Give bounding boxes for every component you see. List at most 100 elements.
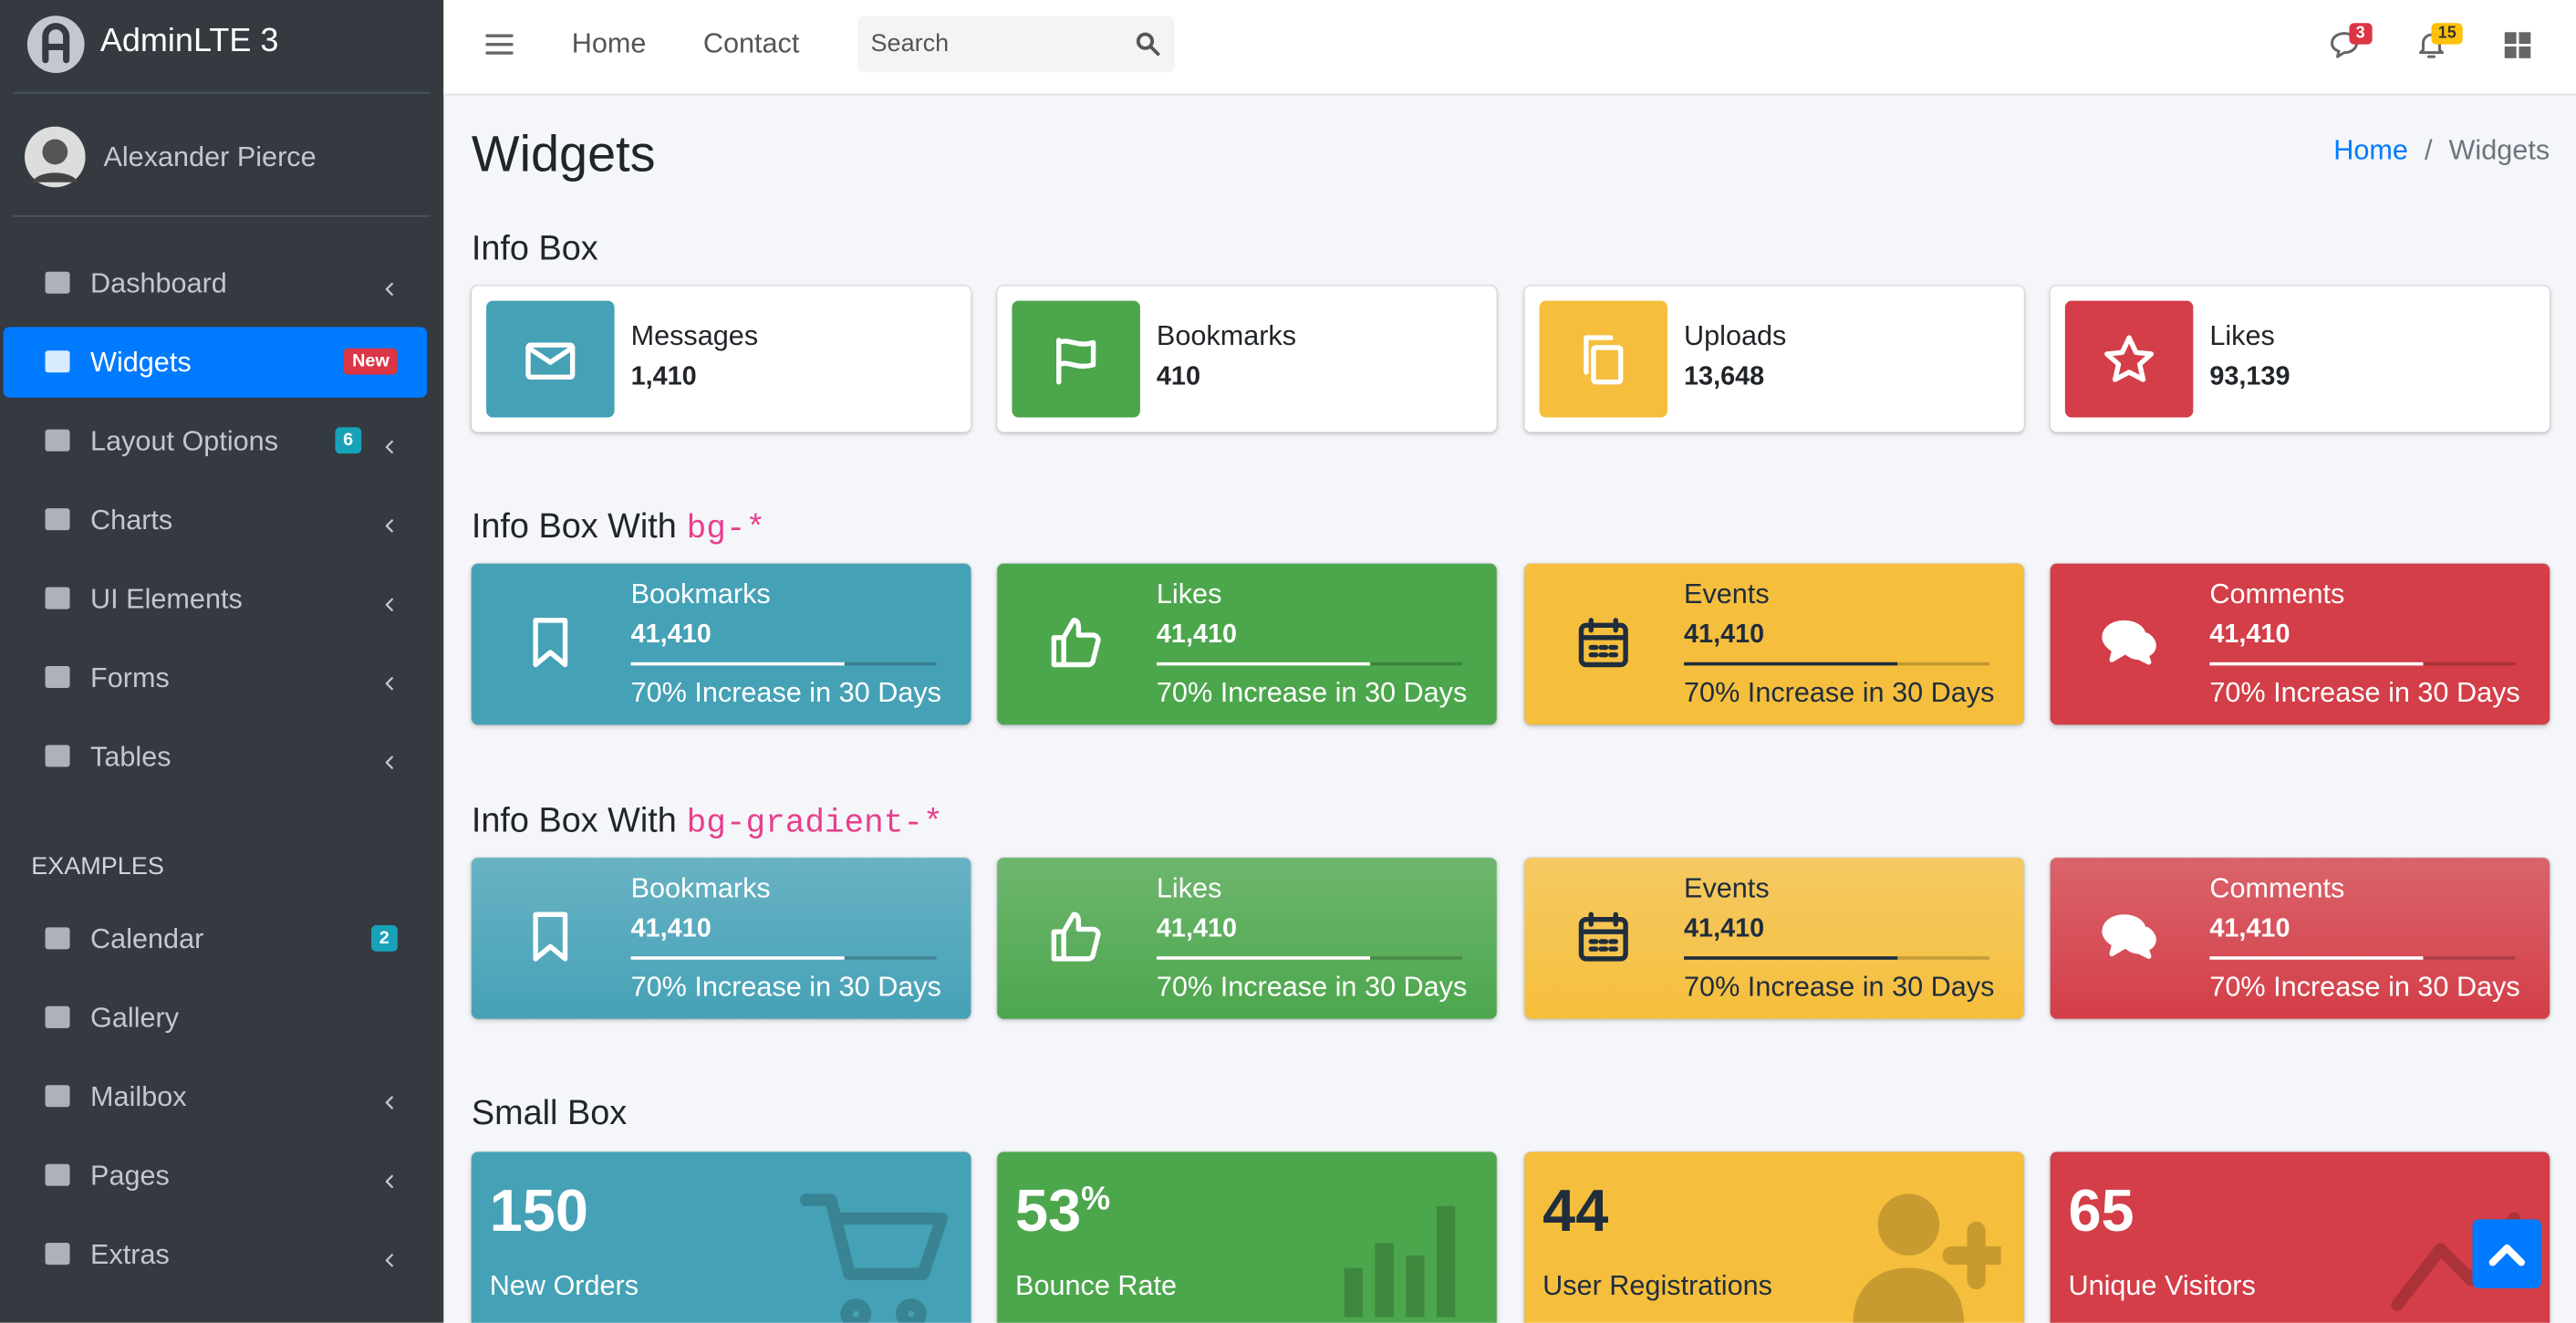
section-title-text: Info Box <box>471 230 598 268</box>
info-box: Bookmarks 41,410 70% Increase in 30 Days <box>471 563 971 725</box>
nav-icon <box>41 345 74 378</box>
small-box: 53% Bounce Rate <box>997 1151 1497 1323</box>
small-box-number: 44 <box>1542 1177 1608 1246</box>
nav-label: Mailbox <box>90 1081 187 1113</box>
nav-item[interactable]: Forms <box>4 642 428 713</box>
nav-icon <box>41 1001 74 1034</box>
scroll-top[interactable] <box>2472 1219 2542 1288</box>
info-box-text: Uploads <box>1684 320 1787 352</box>
messages-badge[interactable]: 3 <box>2349 23 2372 45</box>
top-link[interactable]: Contact <box>702 27 800 59</box>
info-box-number: 41,410 <box>2209 620 2290 650</box>
search-box[interactable]: Search <box>857 16 1175 73</box>
small-box-icon <box>1325 1182 1473 1323</box>
progress-track <box>2209 956 2516 960</box>
nav-icon <box>41 582 74 615</box>
info-box-number: 41,410 <box>2209 915 2290 943</box>
nav-item[interactable]: Calendar 2 <box>4 904 428 974</box>
progress-bar <box>1684 956 1898 960</box>
nav-icon <box>41 1237 74 1270</box>
nav-icon <box>41 739 74 772</box>
brand-text: AdminLTE 3 <box>99 23 279 59</box>
info-box-icon <box>2064 300 2194 418</box>
info-box-text: Bookmarks <box>630 578 771 610</box>
info-box-icon <box>1046 907 1106 966</box>
nav-item[interactable]: Widgets New <box>3 327 428 398</box>
small-box-value: 44 <box>1542 1176 1609 1245</box>
progress-bar <box>2209 956 2424 960</box>
top-link[interactable]: Home <box>571 27 647 59</box>
divider <box>13 214 431 217</box>
info-box-number: 41,410 <box>630 620 712 650</box>
small-box-value: 65 <box>2068 1176 2135 1245</box>
nav-item[interactable]: Dashboard <box>4 248 428 318</box>
info-box-number: 13,648 <box>1684 363 1765 391</box>
progress-description: 70% Increase in 30 Days <box>1156 677 1468 709</box>
nav-item[interactable]: Mailbox <box>4 1061 428 1131</box>
apps-icon <box>2502 29 2533 60</box>
nav-item[interactable]: Extras <box>4 1219 428 1289</box>
search-icon <box>1134 29 1162 57</box>
nav-label: UI Elements <box>90 583 243 615</box>
nav-icon <box>41 503 74 536</box>
section-title-text: Small Box <box>471 1094 628 1132</box>
small-box: 150 New Orders <box>471 1151 971 1323</box>
small-box-number: 53% <box>1015 1177 1110 1246</box>
progress-bar <box>1156 662 1371 666</box>
small-box-number: 65 <box>2068 1177 2134 1246</box>
nav-arrow <box>381 590 398 611</box>
progress-track <box>630 662 937 666</box>
nav-item[interactable]: Tables <box>4 722 428 792</box>
menu-toggle <box>484 29 514 58</box>
nav-label: Forms <box>90 662 170 694</box>
info-box-icon <box>1539 300 1668 418</box>
section-title-code: bg-gradient-* <box>686 805 943 843</box>
small-box-number: 150 <box>490 1177 588 1246</box>
breadcrumb: Home / Widgets <box>2333 135 2550 168</box>
small-box: 44 User Registrations <box>1524 1151 2024 1323</box>
nav-badge: 2 <box>370 924 398 952</box>
info-box-number: 41,410 <box>630 915 712 943</box>
info-box-number: 93,139 <box>2209 363 2290 391</box>
nav-item[interactable]: UI Elements <box>4 564 428 634</box>
info-box-number: 41,410 <box>1684 620 1765 650</box>
nav-arrow <box>381 1088 398 1109</box>
progress-description: 70% Increase in 30 Days <box>630 971 941 1003</box>
user-avatar <box>25 126 86 188</box>
nav-item[interactable]: Gallery <box>4 983 428 1053</box>
info-box: Likes 41,410 70% Increase in 30 Days <box>997 858 1497 1019</box>
progress-description: 70% Increase in 30 Days <box>2209 971 2520 1003</box>
notifications-badge[interactable]: 15 <box>2431 23 2463 45</box>
breadcrumb-link[interactable]: Home <box>2333 134 2408 166</box>
nav-item[interactable]: Charts <box>4 484 428 555</box>
progress-description: 70% Increase in 30 Days <box>1156 971 1468 1003</box>
nav-label: Layout Options <box>90 425 279 457</box>
info-box-text: Likes <box>2209 320 2275 352</box>
page-title: Widgets <box>471 124 656 182</box>
nav-label: Gallery <box>90 1002 180 1034</box>
icon <box>1046 330 1106 390</box>
small-box-text: Bounce Rate <box>1015 1270 1178 1302</box>
breadcrumb-current: Widgets <box>2448 134 2550 166</box>
nav-icon <box>41 922 74 954</box>
nav-badge: New <box>344 348 398 375</box>
nav-item[interactable]: Pages <box>4 1141 428 1211</box>
info-box-number: 1,410 <box>630 363 697 391</box>
progress-track <box>1684 662 1990 666</box>
nav-arrow <box>381 1245 398 1267</box>
info-box-text: Bookmarks <box>630 872 771 904</box>
small-box-text: Unique Visitors <box>2068 1270 2256 1302</box>
info-box-number: 41,410 <box>1156 915 1238 943</box>
progress-track <box>2209 662 2516 666</box>
progress-description: 70% Increase in 30 Days <box>1684 971 1995 1003</box>
nav-arrow <box>381 1167 398 1189</box>
info-box: Bookmarks 410 <box>997 286 1497 432</box>
info-box-text: Bookmarks <box>1156 320 1297 352</box>
brand-logo <box>25 13 87 75</box>
user-name: Alexander Pierce <box>103 141 317 173</box>
info-box-icon <box>1574 613 1633 672</box>
nav-icon <box>41 424 74 457</box>
nav-item[interactable]: Layout Options 6 <box>4 406 428 476</box>
small-box-text: New Orders <box>489 1270 639 1302</box>
nav-label: Dashboard <box>90 267 227 299</box>
